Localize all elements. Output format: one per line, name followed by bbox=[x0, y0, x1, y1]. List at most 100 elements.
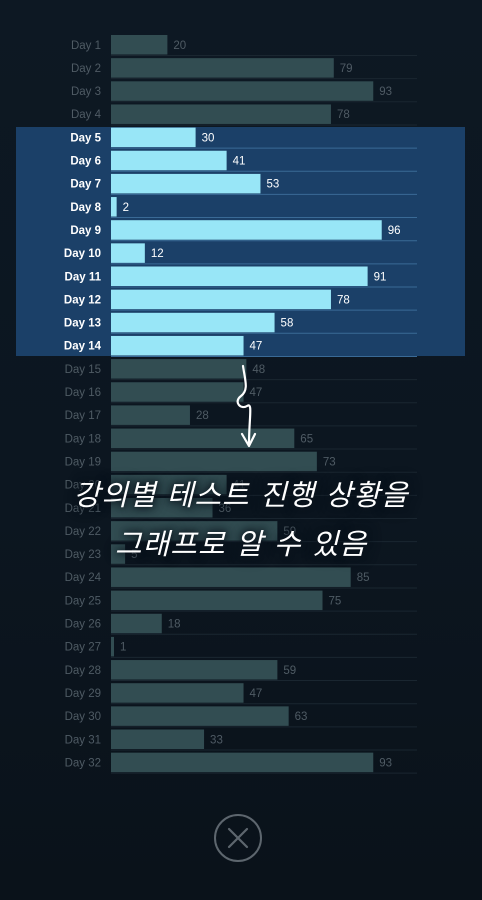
value-label: 12 bbox=[151, 248, 164, 260]
category-label: Day 15 bbox=[65, 364, 101, 376]
bar-day-24 bbox=[111, 567, 351, 587]
bar-day-27 bbox=[111, 636, 114, 657]
bar-day-13 bbox=[111, 312, 275, 333]
category-label: Day 26 bbox=[65, 619, 101, 631]
bar-day-14 bbox=[111, 335, 244, 356]
category-label: Day 21 bbox=[65, 503, 101, 515]
bar-day-32 bbox=[111, 752, 374, 773]
value-label: 85 bbox=[357, 572, 370, 584]
bar-day-28 bbox=[111, 660, 278, 680]
value-label: 33 bbox=[210, 734, 223, 746]
value-label: 47 bbox=[250, 688, 263, 700]
close-button[interactable] bbox=[214, 814, 262, 862]
category-label: Day 19 bbox=[65, 456, 101, 468]
close-icon bbox=[227, 827, 249, 849]
value-label: 18 bbox=[168, 619, 181, 631]
category-label: Day 25 bbox=[65, 595, 101, 607]
bar-day-29 bbox=[111, 683, 244, 703]
value-label: 63 bbox=[295, 711, 308, 723]
bar-day-5 bbox=[111, 127, 196, 148]
value-label: 75 bbox=[329, 595, 342, 607]
caption-line-2: 그래프로 알 수 있음 bbox=[114, 527, 368, 561]
bar-day-22 bbox=[111, 521, 278, 541]
bar-day-10 bbox=[111, 243, 145, 263]
value-label: 28 bbox=[196, 410, 209, 422]
value-label: 96 bbox=[388, 225, 401, 237]
value-label: 30 bbox=[202, 132, 215, 144]
category-label: Day 13 bbox=[64, 318, 101, 330]
value-label: 20 bbox=[173, 40, 186, 52]
category-label: Day 27 bbox=[65, 642, 101, 654]
bar-day-30 bbox=[111, 706, 289, 726]
value-label: 78 bbox=[337, 109, 350, 121]
category-label: Day 2 bbox=[71, 63, 101, 75]
value-label: 93 bbox=[379, 757, 392, 769]
category-label: Day 9 bbox=[70, 225, 101, 237]
category-label: Day 18 bbox=[65, 433, 101, 445]
category-label: Day 3 bbox=[71, 86, 101, 98]
value-label: 58 bbox=[281, 318, 294, 330]
category-label: Day 10 bbox=[64, 248, 101, 260]
category-label: Day 17 bbox=[65, 410, 101, 422]
category-label: Day 30 bbox=[65, 711, 101, 723]
category-label: Day 12 bbox=[64, 294, 101, 306]
value-label: 59 bbox=[283, 526, 296, 538]
category-label: Day 32 bbox=[65, 757, 101, 769]
category-label: Day 20 bbox=[65, 480, 101, 492]
bar-day-1 bbox=[111, 35, 168, 55]
category-label: Day 16 bbox=[65, 387, 101, 399]
value-label: 2 bbox=[123, 202, 129, 214]
category-label: Day 4 bbox=[71, 109, 102, 121]
value-label: 73 bbox=[323, 456, 336, 468]
bar-day-25 bbox=[111, 590, 323, 611]
category-label: Day 31 bbox=[65, 734, 101, 746]
category-label: Day 14 bbox=[64, 341, 102, 353]
value-label: 48 bbox=[252, 364, 265, 376]
category-label: Day 1 bbox=[71, 40, 101, 52]
bar-day-21 bbox=[111, 498, 213, 518]
category-label: Day 22 bbox=[65, 526, 101, 538]
value-label: 53 bbox=[266, 179, 279, 191]
bar-day-8 bbox=[111, 197, 117, 217]
bar-day-15 bbox=[111, 359, 247, 379]
bar-day-9 bbox=[111, 220, 382, 240]
bar-day-26 bbox=[111, 613, 162, 634]
category-label: Day 7 bbox=[70, 179, 101, 191]
value-label: 78 bbox=[337, 294, 350, 306]
value-label: 93 bbox=[379, 86, 392, 98]
bar-day-11 bbox=[111, 266, 368, 286]
bar-day-31 bbox=[111, 729, 205, 749]
category-label: Day 5 bbox=[70, 132, 101, 144]
value-label: 36 bbox=[219, 503, 232, 515]
bar-day-17 bbox=[111, 405, 190, 425]
bar-day-20 bbox=[111, 474, 227, 495]
bar-day-3 bbox=[111, 81, 374, 101]
category-label: Day 8 bbox=[70, 202, 101, 214]
value-label: 1 bbox=[120, 642, 126, 654]
category-label: Day 11 bbox=[65, 271, 102, 283]
bar-day-12 bbox=[111, 289, 331, 310]
value-label: 91 bbox=[374, 271, 387, 283]
value-label: 47 bbox=[250, 387, 263, 399]
bar-day-6 bbox=[111, 150, 227, 171]
bar-day-18 bbox=[111, 428, 295, 449]
value-label: 79 bbox=[340, 63, 353, 75]
value-label: 59 bbox=[283, 665, 296, 677]
bar-day-19 bbox=[111, 451, 317, 472]
value-label: 41 bbox=[233, 480, 246, 492]
value-label: 5 bbox=[131, 549, 137, 561]
bar-day-7 bbox=[111, 173, 261, 194]
value-label: 41 bbox=[233, 156, 246, 168]
bar-day-16 bbox=[111, 382, 244, 402]
category-label: Day 28 bbox=[65, 665, 101, 677]
value-label: 47 bbox=[250, 341, 263, 353]
bar-day-4 bbox=[111, 104, 331, 124]
category-label: Day 29 bbox=[65, 688, 101, 700]
category-label: Day 6 bbox=[70, 156, 101, 168]
caption-line-1: 강의별 테스트 진행 상황을 bbox=[73, 478, 409, 512]
curly-arrow-icon bbox=[236, 364, 257, 448]
category-label: Day 24 bbox=[65, 572, 102, 584]
bar-day-23 bbox=[111, 544, 126, 564]
bar-day-2 bbox=[111, 58, 334, 78]
